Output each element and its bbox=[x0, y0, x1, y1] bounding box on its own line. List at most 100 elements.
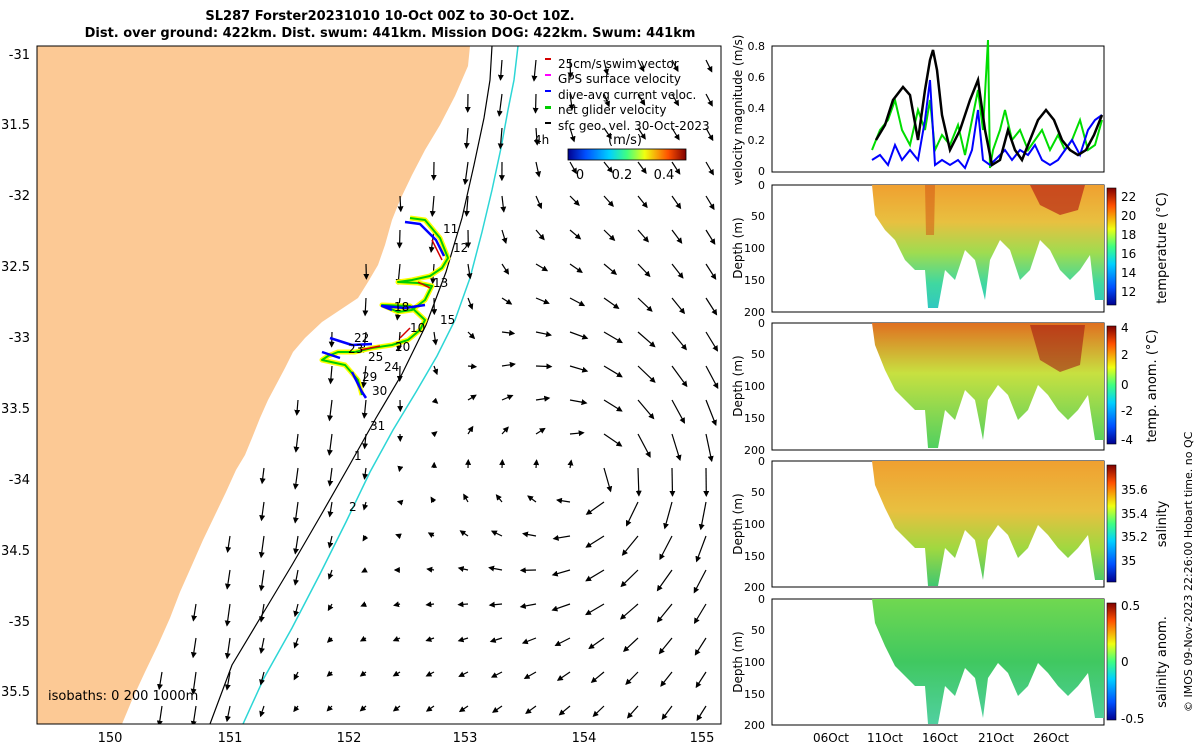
velocity-arrow bbox=[362, 297, 369, 317]
velocity-arrow bbox=[569, 263, 583, 273]
velocity-arrow bbox=[258, 569, 265, 592]
velocity-arrow bbox=[620, 569, 639, 588]
x-tick: 16Oct bbox=[922, 731, 958, 745]
velocity-arrow bbox=[259, 705, 265, 718]
velocity-arrow bbox=[463, 195, 470, 217]
velocity-arrow bbox=[488, 565, 503, 572]
velocity-arrow bbox=[467, 363, 478, 370]
velocity-arrow bbox=[637, 365, 656, 383]
velocity-arrow bbox=[619, 603, 639, 620]
title-line-1: SL287 Forster20231010 10-Oct 00Z to 30-O… bbox=[205, 9, 575, 24]
velocity-arrow bbox=[705, 127, 714, 142]
velocity-arrow bbox=[625, 501, 639, 527]
velocity-arrow bbox=[467, 425, 474, 435]
velocity-arrow bbox=[671, 59, 679, 73]
y-tick: 50 bbox=[751, 210, 765, 223]
isobaths-label: isobaths: 0 200 1000m bbox=[48, 689, 198, 704]
temperature-panel: 22 20 18 16 14 12 temperature (°C) 0 50 … bbox=[731, 179, 1170, 319]
velocity-arrow bbox=[705, 399, 717, 427]
velocity-arrow bbox=[567, 59, 574, 79]
velocity-arrow bbox=[359, 635, 367, 642]
velocity-arrow bbox=[585, 569, 605, 582]
velocity-arrow bbox=[637, 433, 651, 458]
x-tick: 26Oct bbox=[1033, 731, 1069, 745]
y-tick: 200 bbox=[744, 719, 765, 732]
velocity-arrow bbox=[326, 670, 334, 677]
credit-note: © IMOS 09-Nov-2023 22:26:00 Hobart time.… bbox=[1182, 431, 1195, 712]
velocity-arrow bbox=[569, 297, 586, 307]
x-tick: 151 bbox=[218, 731, 243, 746]
velocity-arrow bbox=[656, 569, 673, 592]
sal-anom-panel: 0.5 0 -0.5 salinity anom. 0 50 100 150 2… bbox=[731, 593, 1170, 732]
legend-swatch bbox=[545, 74, 551, 76]
y-tick: -32 bbox=[9, 189, 30, 204]
y-tick: 32.5 bbox=[1, 260, 30, 275]
velocity-arrow bbox=[501, 329, 516, 336]
velocity-arrow bbox=[258, 603, 265, 623]
velocity-arrow bbox=[459, 530, 469, 537]
y-tick: 200 bbox=[744, 444, 765, 457]
velocity-arrow bbox=[362, 467, 369, 480]
cbar-tick: 22 bbox=[1121, 190, 1136, 204]
velocity-arrow bbox=[695, 671, 707, 689]
temp-anom-panel: 4 2 0 -2 -4 temp. anom. (°C) 0 50 100 15… bbox=[731, 317, 1160, 457]
map-x-ticks: 150 151 152 153 154 155 bbox=[98, 731, 715, 746]
velocity-arrow bbox=[637, 93, 646, 106]
velocity-arrow bbox=[637, 263, 651, 278]
velocity-arrow bbox=[533, 127, 540, 146]
y-axis-label: Depth (m) bbox=[731, 631, 745, 692]
figure-title: SL287 Forster20231010 10-Oct 00Z to 30-O… bbox=[0, 8, 780, 42]
velocity-arrow bbox=[603, 93, 610, 108]
velocity-arrow bbox=[431, 397, 439, 404]
y-axis-label: Depth (m) bbox=[731, 355, 745, 416]
y-tick: 200 bbox=[744, 581, 765, 594]
velocity-arrow bbox=[157, 671, 163, 691]
velocity-arrow bbox=[359, 670, 367, 677]
velocity-panel: 0 0.2 0.4 0.6 0.8 velocity magnitude (m/… bbox=[731, 35, 1105, 185]
velocity-arrow bbox=[705, 229, 716, 245]
velocity-arrow bbox=[585, 501, 605, 515]
velocity-arrow bbox=[224, 603, 231, 627]
y-tick: 0 bbox=[758, 593, 765, 606]
legend-label: GPS surface velocity bbox=[558, 72, 681, 86]
legend-swatch bbox=[545, 122, 551, 124]
y-tick: 0.6 bbox=[748, 71, 766, 84]
y-tick: 33.5 bbox=[1, 402, 30, 417]
velocity-arrow bbox=[224, 569, 231, 590]
y-tick: -34 bbox=[9, 473, 30, 488]
velocity-arrow bbox=[671, 263, 684, 279]
velocity-arrow bbox=[497, 59, 504, 81]
velocity-arrow bbox=[501, 263, 510, 275]
velocity-arrow bbox=[327, 535, 334, 549]
colorbar-tick: 0.2 bbox=[612, 168, 633, 183]
y-tick: 150 bbox=[744, 550, 765, 563]
velocity-arrow bbox=[705, 59, 713, 73]
velocity-arrow bbox=[637, 331, 656, 348]
velocity-arrow bbox=[637, 127, 646, 140]
velocity-arrow bbox=[671, 127, 680, 141]
velocity-arrow bbox=[532, 93, 539, 114]
y-axis-label: Depth (m) bbox=[731, 493, 745, 554]
velocity-arrow bbox=[535, 297, 550, 305]
colorbar-tick: 0.4 bbox=[654, 168, 675, 183]
velocity-arrow bbox=[326, 636, 334, 643]
velocity-arrow bbox=[501, 426, 509, 435]
velocity-arrow bbox=[427, 532, 435, 538]
velocity-arrow bbox=[500, 195, 507, 213]
y-tick: -33 bbox=[9, 331, 30, 346]
velocity-arrow bbox=[501, 229, 508, 245]
track-label: 20 bbox=[395, 340, 410, 354]
velocity-arrow bbox=[603, 161, 613, 174]
velocity-arrow bbox=[457, 636, 469, 643]
velocity-arrow bbox=[671, 297, 686, 315]
velocity-arrow bbox=[425, 601, 435, 608]
speed-colorbar bbox=[567, 148, 687, 161]
velocity-arrow bbox=[603, 263, 618, 275]
legend-swatch bbox=[545, 106, 551, 109]
velocity-arrow bbox=[467, 331, 476, 340]
velocity-arrow bbox=[492, 705, 503, 713]
velocity-arrow bbox=[552, 534, 571, 541]
velocity-arrow bbox=[463, 127, 470, 149]
velocity-arrow bbox=[327, 365, 334, 385]
x-tick: 154 bbox=[572, 731, 597, 746]
